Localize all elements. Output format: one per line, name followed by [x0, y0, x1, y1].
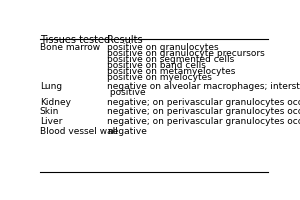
Text: Bone marrow: Bone marrow	[40, 43, 100, 52]
Text: positive on band cells: positive on band cells	[107, 61, 206, 70]
Text: positive on granulocytes: positive on granulocytes	[107, 43, 219, 52]
Text: Blood vessel wall: Blood vessel wall	[40, 127, 118, 136]
Text: Tissues tested: Tissues tested	[40, 35, 110, 45]
Text: negative; on perivascular granulocytes occasionally positive: negative; on perivascular granulocytes o…	[107, 117, 300, 126]
Text: Skin: Skin	[40, 107, 59, 116]
Text: negative; on perivascular granulocytes occasionally positive: negative; on perivascular granulocytes o…	[107, 107, 300, 116]
Text: Liver: Liver	[40, 117, 62, 126]
Text: Results: Results	[107, 35, 143, 45]
Text: negative on alveolar macrophages; interstitial tissues are occasionally: negative on alveolar macrophages; inters…	[107, 82, 300, 91]
Text: positive on segmented cells: positive on segmented cells	[107, 55, 235, 64]
Text: positive: positive	[107, 88, 146, 97]
Text: positive on granulocyte precursors: positive on granulocyte precursors	[107, 49, 265, 58]
Text: negative; on perivascular granulocytes occasionally positive: negative; on perivascular granulocytes o…	[107, 98, 300, 107]
Text: Kidney: Kidney	[40, 98, 71, 107]
Text: positive on metamyelocytes: positive on metamyelocytes	[107, 67, 236, 76]
Text: positive on myelocytes: positive on myelocytes	[107, 73, 212, 82]
Text: negative: negative	[107, 127, 147, 136]
Text: Lung: Lung	[40, 82, 62, 91]
